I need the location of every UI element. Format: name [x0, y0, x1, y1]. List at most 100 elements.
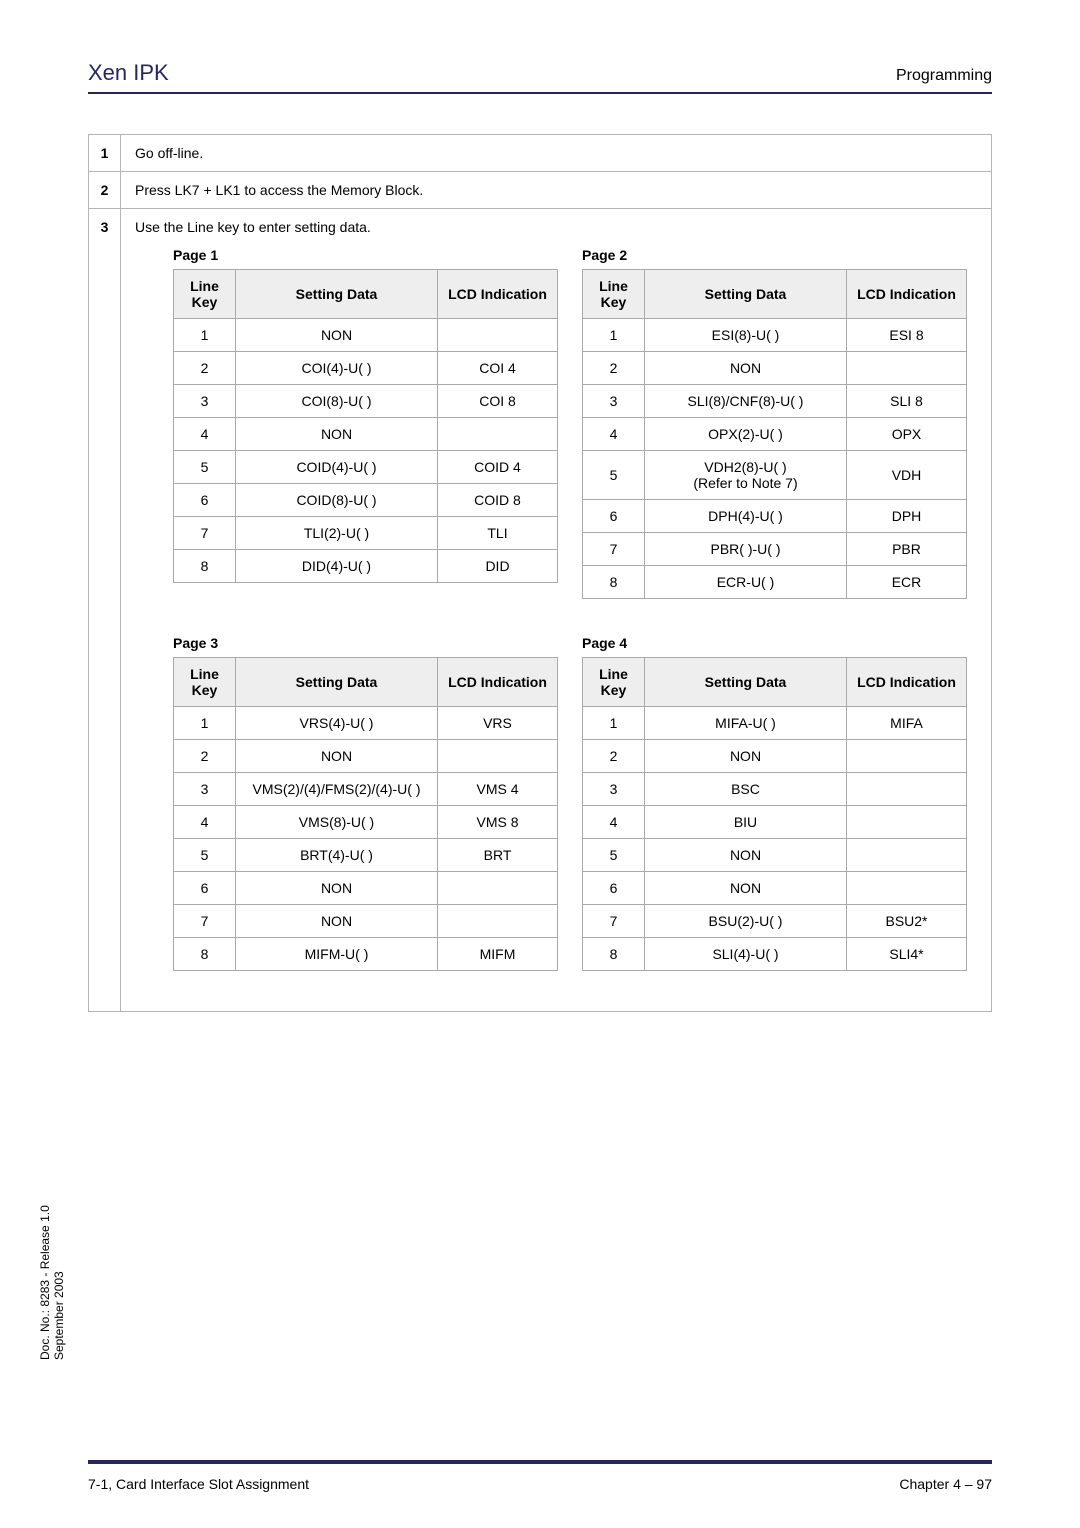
- col-setting-data: Setting Data: [236, 658, 438, 707]
- pages-container: Page 1LineKeySetting DataLCD Indication1…: [135, 235, 977, 1001]
- cell-setting-data: COI(4)-U( ): [236, 352, 438, 385]
- cell-setting-data: DPH(4)-U( ): [645, 500, 847, 533]
- table-row: 7TLI(2)-U( )TLI: [174, 517, 558, 550]
- step-row: 3 Use the Line key to enter setting data…: [89, 209, 992, 1012]
- cell-lcd: [847, 839, 967, 872]
- table-row: 1NON: [174, 319, 558, 352]
- cell-lcd: ESI 8: [847, 319, 967, 352]
- cell-line-key: 8: [583, 566, 645, 599]
- settings-table: LineKeySetting DataLCD Indication1VRS(4)…: [173, 657, 558, 971]
- cell-setting-data: NON: [236, 319, 438, 352]
- doc-side-note: Doc. No.: 8283 - Release 1.0 September 2…: [38, 1205, 66, 1360]
- page-block: Page 4LineKeySetting DataLCD Indication1…: [582, 627, 967, 971]
- steps-table: 1 Go off-line. 2 Press LK7 + LK1 to acce…: [88, 134, 992, 1012]
- cell-line-key: 1: [583, 319, 645, 352]
- step-row: 1 Go off-line.: [89, 135, 992, 172]
- cell-setting-data: NON: [645, 740, 847, 773]
- col-setting-data: Setting Data: [645, 658, 847, 707]
- cell-line-key: 8: [583, 938, 645, 971]
- cell-line-key: 1: [174, 707, 236, 740]
- cell-setting-data: TLI(2)-U( ): [236, 517, 438, 550]
- table-row: 2NON: [174, 740, 558, 773]
- cell-lcd: SLI4*: [847, 938, 967, 971]
- cell-setting-data: VMS(2)/(4)/FMS(2)/(4)-U( ): [236, 773, 438, 806]
- cell-setting-data: SLI(8)/CNF(8)-U( ): [645, 385, 847, 418]
- step-text: Go off-line.: [121, 135, 992, 172]
- document-page: Xen IPK Programming 1 Go off-line. 2 Pre…: [0, 0, 1080, 1528]
- cell-lcd: BSU2*: [847, 905, 967, 938]
- doc-date: September 2003: [52, 1271, 66, 1360]
- cell-setting-data: NON: [645, 872, 847, 905]
- cell-setting-data: COI(8)-U( ): [236, 385, 438, 418]
- footer-left: 7-1, Card Interface Slot Assignment: [88, 1476, 309, 1492]
- cell-line-key: 1: [583, 707, 645, 740]
- table-row: 4VMS(8)-U( )VMS 8: [174, 806, 558, 839]
- cell-line-key: 5: [174, 839, 236, 872]
- cell-setting-data: ESI(8)-U( ): [645, 319, 847, 352]
- cell-lcd: COID 4: [438, 451, 558, 484]
- table-row: 3SLI(8)/CNF(8)-U( )SLI 8: [583, 385, 967, 418]
- step-number: 3: [89, 209, 121, 1012]
- cell-lcd: DID: [438, 550, 558, 583]
- cell-lcd: [438, 740, 558, 773]
- cell-lcd: COI 4: [438, 352, 558, 385]
- cell-line-key: 7: [174, 517, 236, 550]
- settings-table: LineKeySetting DataLCD Indication1ESI(8)…: [582, 269, 967, 599]
- table-row: 6NON: [583, 872, 967, 905]
- table-row: 1MIFA-U( )MIFA: [583, 707, 967, 740]
- table-row: 8ECR-U( )ECR: [583, 566, 967, 599]
- cell-lcd: VRS: [438, 707, 558, 740]
- cell-lcd: VMS 8: [438, 806, 558, 839]
- step-text-line: Use the Line key to enter setting data.: [135, 219, 977, 235]
- cell-line-key: 3: [583, 385, 645, 418]
- cell-setting-data: NON: [236, 418, 438, 451]
- table-row: 4NON: [174, 418, 558, 451]
- cell-line-key: 3: [174, 773, 236, 806]
- cell-lcd: [438, 319, 558, 352]
- cell-line-key: 1: [174, 319, 236, 352]
- col-setting-data: Setting Data: [645, 270, 847, 319]
- page-block: Page 2LineKeySetting DataLCD Indication1…: [582, 239, 967, 599]
- step-number: 2: [89, 172, 121, 209]
- cell-lcd: [847, 352, 967, 385]
- table-row: 8SLI(4)-U( )SLI4*: [583, 938, 967, 971]
- table-row: 4BIU: [583, 806, 967, 839]
- cell-lcd: SLI 8: [847, 385, 967, 418]
- cell-line-key: 2: [174, 352, 236, 385]
- table-row: 3BSC: [583, 773, 967, 806]
- page-footer: 7-1, Card Interface Slot Assignment Chap…: [88, 1476, 992, 1492]
- cell-setting-data: NON: [645, 352, 847, 385]
- doc-number: Doc. No.: 8283 - Release 1.0: [38, 1205, 52, 1360]
- page-block: Page 3LineKeySetting DataLCD Indication1…: [173, 627, 558, 971]
- cell-line-key: 5: [174, 451, 236, 484]
- page-subtitle: Page 4: [582, 635, 967, 651]
- step-row: 2 Press LK7 + LK1 to access the Memory B…: [89, 172, 992, 209]
- cell-lcd: MIFM: [438, 938, 558, 971]
- page-subtitle: Page 3: [173, 635, 558, 651]
- cell-lcd: OPX: [847, 418, 967, 451]
- table-row: 3COI(8)-U( )COI 8: [174, 385, 558, 418]
- cell-lcd: VDH: [847, 451, 967, 500]
- cell-setting-data: BSC: [645, 773, 847, 806]
- cell-setting-data: DID(4)-U( ): [236, 550, 438, 583]
- section-title: Programming: [896, 67, 992, 85]
- col-lcd-indication: LCD Indication: [438, 270, 558, 319]
- table-row: 7PBR( )-U( )PBR: [583, 533, 967, 566]
- cell-setting-data: MIFM-U( ): [236, 938, 438, 971]
- col-line-key: LineKey: [583, 270, 645, 319]
- cell-line-key: 5: [583, 839, 645, 872]
- cell-setting-data: COID(4)-U( ): [236, 451, 438, 484]
- cell-line-key: 5: [583, 451, 645, 500]
- cell-lcd: [847, 773, 967, 806]
- table-row: 4OPX(2)-U( )OPX: [583, 418, 967, 451]
- cell-lcd: [438, 905, 558, 938]
- cell-lcd: MIFA: [847, 707, 967, 740]
- cell-lcd: [438, 418, 558, 451]
- cell-setting-data: NON: [236, 905, 438, 938]
- cell-line-key: 4: [174, 806, 236, 839]
- table-row: 2COI(4)-U( )COI 4: [174, 352, 558, 385]
- table-row: 5NON: [583, 839, 967, 872]
- cell-line-key: 3: [583, 773, 645, 806]
- col-lcd-indication: LCD Indication: [438, 658, 558, 707]
- settings-table: LineKeySetting DataLCD Indication1MIFA-U…: [582, 657, 967, 971]
